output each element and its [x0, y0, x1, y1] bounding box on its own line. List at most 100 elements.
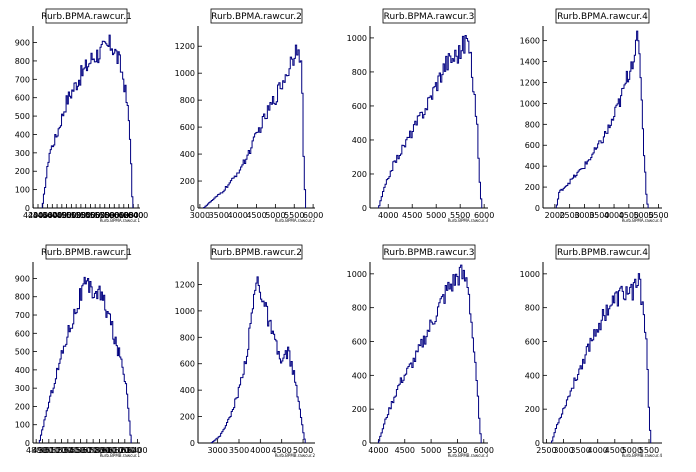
y-tick-label: 800: [352, 68, 367, 77]
y-tick-label: 100: [15, 421, 30, 430]
histogram-panel-4: Rurb.BPMA.rawcur.4 0 200 400 600 800 1000 1200 1…: [520, 8, 669, 223]
x-tick-label: 5900: [96, 446, 116, 455]
x-axis-label: Rurb.BPMA.rawcur.4: [622, 218, 663, 223]
x-tick-label: 4900: [56, 211, 76, 220]
y-tick-label: 700: [15, 75, 30, 84]
x-tick-label: 4000: [368, 446, 388, 455]
y-tick-label: 1400: [520, 58, 540, 67]
x-tick-label: 5000: [39, 446, 59, 455]
x-tick-label: 5000: [633, 211, 653, 220]
x-tick-label: 6200: [115, 446, 135, 455]
y-tick-label: 400: [180, 150, 195, 159]
x-axis-label: Rurb.BPMA.rawcur.2: [275, 218, 316, 223]
x-tick-label: 6000: [303, 211, 323, 220]
x-tick-label: 4500: [395, 446, 415, 455]
y-tick-label: 1000: [520, 270, 540, 279]
x-tick-label: 5800: [89, 446, 109, 455]
y-tick-label: 800: [525, 304, 540, 313]
x-tick-label: 3000: [574, 211, 594, 220]
histogram-line: [377, 264, 482, 443]
x-tick-label: 3500: [209, 211, 229, 220]
y-tick-label: 0: [362, 439, 367, 448]
x-tick-label: 5000: [265, 211, 285, 220]
y-tick-label: 600: [180, 123, 195, 132]
x-tick-label: 6000: [474, 446, 494, 455]
x-tick-label: 6000: [102, 446, 122, 455]
histogram-line: [41, 34, 134, 208]
title-box: [45, 8, 128, 24]
y-tick-label: 700: [15, 311, 30, 320]
x-tick-label: 3500: [589, 211, 609, 220]
y-tick-label: 600: [180, 360, 195, 369]
x-tick-label: 3000: [553, 446, 573, 455]
y-tick-label: 200: [525, 183, 540, 192]
y-tick-label: 0: [362, 204, 367, 213]
y-tick-label: 0: [25, 204, 30, 213]
y-tick-label: 0: [535, 439, 540, 448]
y-tick-label: 900: [15, 39, 30, 48]
y-tick-label: 600: [352, 102, 367, 111]
x-tick-label: 3500: [229, 446, 249, 455]
x-tick-label: 4500: [37, 211, 57, 220]
x-tick-label: 2500: [559, 211, 579, 220]
x-tick-label: 4500: [402, 211, 422, 220]
y-tick-label: 600: [352, 338, 367, 347]
x-tick-label: 3000: [207, 446, 227, 455]
histogram-line: [38, 276, 132, 443]
x-tick-label: 5100: [66, 211, 86, 220]
x-tick-label: 4400: [33, 211, 53, 220]
x-tick-label: 4300: [28, 211, 48, 220]
y-tick-label: 1200: [175, 42, 195, 51]
panel-title: Rurb.BPMA.rawcur.1: [41, 12, 132, 22]
y-tick-label: 1200: [175, 280, 195, 289]
x-tick-label: 5700: [83, 446, 103, 455]
x-tick-label: 4200: [23, 211, 43, 220]
x-tick-label: 4600: [42, 211, 62, 220]
title-box: [45, 244, 128, 260]
x-tick-label: 4500: [246, 211, 266, 220]
x-tick-label: 2500: [536, 446, 556, 455]
x-tick-label: 4000: [227, 211, 247, 220]
y-tick-label: 200: [352, 405, 367, 414]
y-tick-label: 0: [25, 439, 30, 448]
panel-title: Rurb.BPMB.rawcur.4: [557, 248, 648, 258]
histogram-line: [555, 30, 649, 208]
histogram-panel-6: Rurb.BPMB.rawcur.2 0 200 400 600 800 1000 1200 3…: [175, 244, 315, 458]
y-tick-label: 500: [15, 112, 30, 121]
y-tick-label: 600: [525, 141, 540, 150]
x-tick-label: 4000: [588, 446, 608, 455]
y-tick-label: 300: [15, 384, 30, 393]
y-tick-label: 800: [15, 293, 30, 302]
x-tick-label: 6300: [121, 446, 141, 455]
y-tick-label: 1200: [520, 78, 540, 87]
panel-title: Rurb.BPMB.rawcur.1: [41, 248, 132, 258]
y-tick-label: 1600: [520, 37, 540, 46]
title-box: [210, 8, 303, 24]
y-tick-label: 0: [190, 204, 195, 213]
x-tick-label: 6400: [127, 446, 147, 455]
x-tick-label: 5100: [45, 446, 65, 455]
histogram-line: [203, 44, 307, 208]
y-tick-label: 200: [180, 177, 195, 186]
x-axis-label: Rurb.BPMB.rawcur.4: [622, 453, 663, 458]
histogram-line: [551, 273, 652, 443]
y-tick-label: 400: [180, 386, 195, 395]
x-tick-label: 5700: [95, 211, 115, 220]
x-tick-label: 4800: [52, 211, 72, 220]
x-axis-label: Rurb.BPMA.rawcur.3: [448, 218, 489, 223]
x-tick-label: 5000: [61, 211, 81, 220]
y-tick-label: 400: [15, 366, 30, 375]
y-tick-label: 100: [15, 186, 30, 195]
x-tick-label: 5500: [447, 446, 467, 455]
x-tick-label: 5500: [70, 446, 90, 455]
y-tick-label: 1000: [347, 34, 367, 43]
x-tick-label: 4900: [32, 446, 52, 455]
y-tick-label: 600: [525, 338, 540, 347]
y-tick-label: 500: [15, 348, 30, 357]
y-tick-label: 400: [525, 371, 540, 380]
y-tick-label: 600: [15, 94, 30, 103]
x-tick-label: 5200: [51, 446, 71, 455]
y-tick-label: 900: [15, 274, 30, 283]
x-tick-label: 4000: [378, 211, 398, 220]
x-tick-label: 5300: [58, 446, 78, 455]
